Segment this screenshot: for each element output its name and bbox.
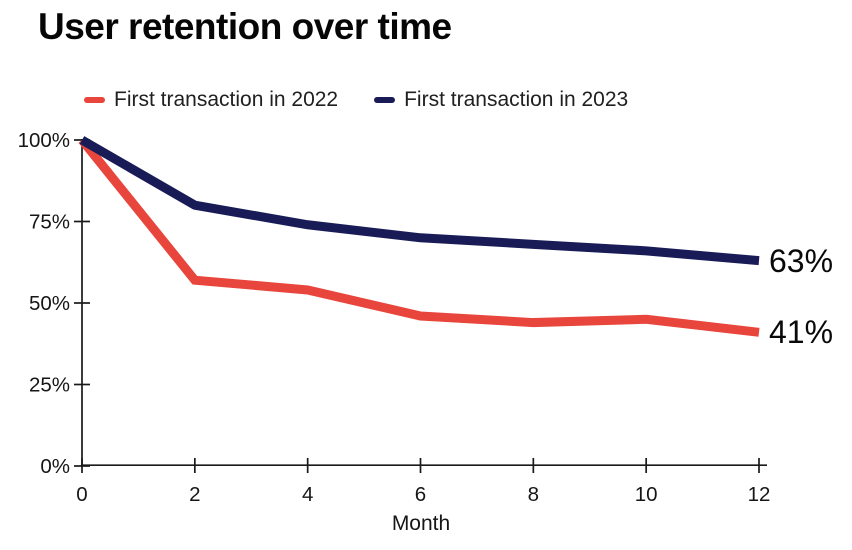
legend: First transaction in 2022 First transact… — [84, 86, 628, 114]
end-label-2023: 63% — [769, 242, 834, 279]
legend-label-2023: First transaction in 2023 — [404, 88, 629, 111]
y-tick-label: 0% — [40, 455, 70, 478]
legend-label-2022: First transaction in 2022 — [114, 88, 339, 111]
series-line-2022 — [78, 137, 760, 337]
chart-title: User retention over time — [38, 6, 452, 47]
legend-item-2022: First transaction in 2022 — [84, 87, 338, 113]
x-tick-label: 4 — [302, 483, 313, 506]
y-tick-label: 75% — [29, 211, 70, 234]
y-tick-label: 25% — [29, 374, 70, 397]
x-tick-label: 0 — [76, 483, 87, 506]
legend-item-2023: First transaction in 2023 — [374, 87, 628, 113]
x-tick-label: 8 — [528, 483, 539, 506]
legend-marker-2022-icon — [84, 97, 105, 103]
end-label-2022: 41% — [769, 314, 834, 351]
y-tick-label: 50% — [29, 292, 70, 315]
legend-marker-2023-icon — [374, 97, 396, 103]
x-tick-label: 10 — [635, 483, 658, 506]
y-tick-label: 100% — [18, 129, 70, 152]
x-tick-label: 12 — [748, 483, 771, 506]
x-axis-title: Month — [391, 512, 451, 535]
x-tick-label: 2 — [189, 483, 200, 506]
series-line-2023 — [79, 136, 760, 266]
x-tick-label: 6 — [415, 483, 426, 506]
